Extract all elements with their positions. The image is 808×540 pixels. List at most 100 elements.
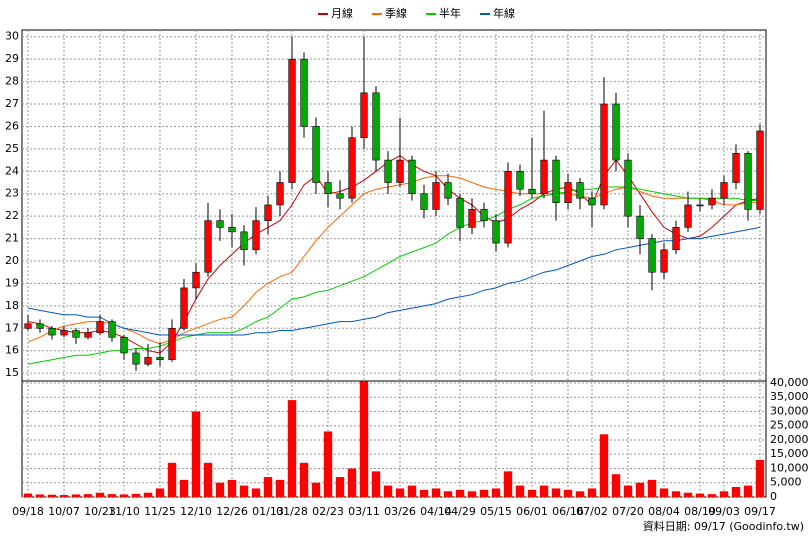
- legend-label: 月線: [331, 6, 353, 20]
- volume-bar: [143, 492, 153, 497]
- candle-body: [732, 153, 740, 183]
- volume-bar: [743, 485, 753, 497]
- y-tick-label: 26: [5, 119, 19, 132]
- volume-bar: [419, 489, 429, 497]
- candle-body: [576, 182, 584, 199]
- volume-bar: [95, 492, 105, 497]
- volume-bar: [23, 493, 33, 497]
- x-tick-label: 01/28: [276, 505, 308, 518]
- candle-body: [72, 330, 80, 338]
- candle-body: [120, 336, 128, 354]
- x-tick-label: 06/16: [552, 505, 584, 518]
- volume-bar: [515, 485, 525, 497]
- candle-body: [552, 159, 560, 203]
- x-tick-label: 12/10: [180, 505, 212, 518]
- volume-bar: [611, 474, 621, 497]
- candle-body: [60, 330, 68, 336]
- candle-body: [384, 159, 392, 183]
- candle-body: [48, 327, 56, 336]
- volume-bar: [35, 494, 45, 497]
- volume-bar: [407, 485, 417, 497]
- candle-body: [504, 170, 512, 244]
- volume-bar: [323, 431, 333, 497]
- candle-body: [276, 182, 284, 206]
- volume-bar: [695, 493, 705, 497]
- x-tick-label: 04/14: [420, 505, 452, 518]
- volume-bar: [527, 489, 537, 497]
- candle-body: [132, 352, 140, 365]
- volume-bar: [299, 462, 309, 497]
- volume-bar: [203, 462, 213, 497]
- candle-body: [228, 227, 236, 233]
- candle-body: [564, 182, 572, 203]
- candle-body: [240, 231, 248, 251]
- candle-body: [180, 287, 188, 329]
- candle-body: [288, 58, 296, 183]
- y-tick-label: 18: [5, 299, 19, 312]
- y-tick-label: 15: [5, 366, 19, 379]
- volume-bar: [215, 482, 225, 497]
- candle-body: [756, 130, 764, 210]
- y-tick-label: 25: [5, 142, 19, 155]
- volume-bar: [191, 411, 201, 497]
- candle-body: [336, 193, 344, 199]
- ma-line: [27, 226, 761, 336]
- volume-panel: [21, 380, 767, 498]
- candle-body: [492, 220, 500, 244]
- ma-line: [27, 186, 760, 365]
- y2-tick-label: 35,000: [770, 390, 808, 403]
- candle-body: [744, 153, 752, 210]
- volume-bar: [359, 381, 369, 497]
- candle-body: [108, 321, 116, 338]
- ma-line: [27, 175, 760, 345]
- y2-tick-label: 15,000: [770, 447, 808, 460]
- x-tick-label: 07/02: [576, 505, 608, 518]
- volume-bar: [71, 494, 81, 497]
- volume-bar: [551, 488, 561, 497]
- volume-bar: [587, 488, 597, 497]
- volume-bar: [755, 459, 765, 497]
- candle-body: [156, 357, 164, 360]
- candle-body: [660, 249, 668, 273]
- y2-tick-label: 10,000: [770, 461, 808, 474]
- candle-body: [480, 209, 488, 221]
- volume-bar: [443, 491, 453, 497]
- x-tick-label: 01/13: [252, 505, 284, 518]
- candle-body: [432, 182, 440, 210]
- volume-bar: [635, 482, 645, 497]
- y-tick-label: 22: [5, 209, 19, 222]
- y2-tick-label: 30,000: [770, 404, 808, 417]
- candle-body: [300, 58, 308, 127]
- candle-body: [372, 92, 380, 161]
- volume-bar: [431, 488, 441, 497]
- x-tick-label: 09/17: [744, 505, 776, 518]
- candle-body: [216, 220, 224, 228]
- y-tick-label: 16: [5, 344, 19, 357]
- volume-bar: [647, 479, 657, 497]
- candle-body: [96, 321, 104, 334]
- candle-body: [684, 204, 692, 228]
- candle-body: [456, 197, 464, 228]
- x-tick-label: 03/26: [384, 505, 416, 518]
- x-tick-label: 08/04: [648, 505, 680, 518]
- candle-body: [588, 197, 596, 206]
- candle-body: [252, 220, 260, 251]
- y2-tick-label: 0: [770, 490, 777, 503]
- candle-body: [648, 238, 656, 273]
- volume-bar: [395, 488, 405, 497]
- y-tick-label: 29: [5, 52, 19, 65]
- x-tick-label: 10/07: [48, 505, 80, 518]
- y-tick-label: 17: [5, 321, 19, 334]
- volume-bar: [83, 494, 93, 497]
- volume-bar: [251, 488, 261, 497]
- candle-body: [264, 204, 272, 221]
- volume-bar: [455, 489, 465, 497]
- volume-bar: [599, 434, 609, 497]
- y-tick-label: 21: [5, 232, 19, 245]
- volume-bar: [47, 494, 57, 497]
- candle-body: [612, 103, 620, 161]
- volume-bar: [107, 494, 117, 497]
- candle-body: [168, 327, 176, 360]
- x-tick-label: 05/15: [480, 505, 512, 518]
- volume-bar: [671, 491, 681, 497]
